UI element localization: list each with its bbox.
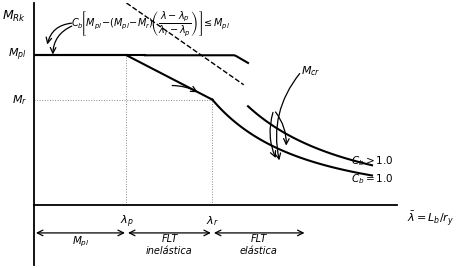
Text: $M_{pl}$: $M_{pl}$ [8,47,27,64]
Text: $C_b = 1.0$: $C_b = 1.0$ [351,173,393,187]
Text: $M_{pl}$: $M_{pl}$ [72,235,89,249]
Text: FLT
inelástica: FLT inelástica [146,234,193,255]
Text: $\bar{\lambda} = L_b / r_y$: $\bar{\lambda} = L_b / r_y$ [407,210,454,228]
Text: $\lambda_r$: $\lambda_r$ [206,214,219,228]
Text: $C_b\!\left[M_{pl}\!-\!\left(M_{pl}\!-\!M_r\right)\!\left(\dfrac{\lambda-\lambda: $C_b\!\left[M_{pl}\!-\!\left(M_{pl}\!-\!… [71,9,230,39]
Text: FLT
elástica: FLT elástica [239,234,277,255]
Text: $\lambda_p$: $\lambda_p$ [120,214,133,230]
Text: $M_r$: $M_r$ [11,93,27,107]
Text: $M_{cr}$: $M_{cr}$ [302,65,321,78]
Text: $M_{Rk}$: $M_{Rk}$ [2,9,27,24]
Text: $C_b > 1.0$: $C_b > 1.0$ [351,154,393,168]
